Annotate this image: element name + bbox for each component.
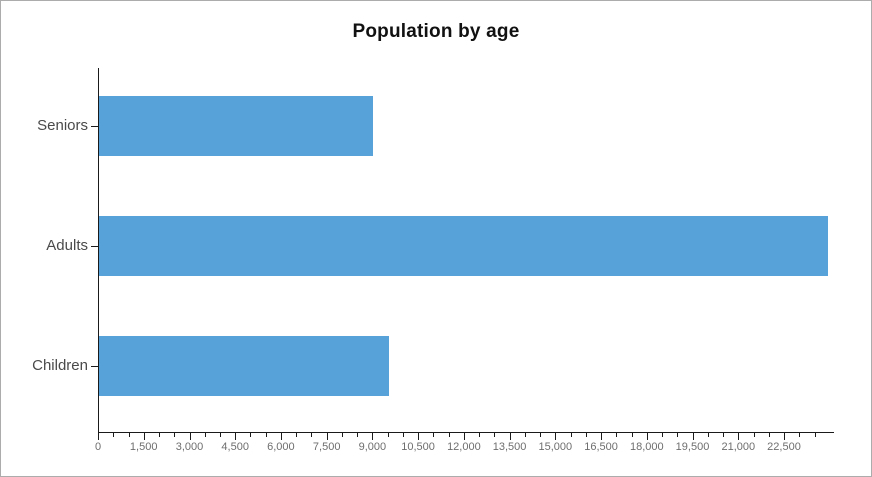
bar-adults[interactable] (99, 216, 828, 276)
x-axis-minor-tick (220, 432, 221, 437)
x-axis-tick-label: 13,500 (492, 441, 527, 453)
x-axis-minor-tick (265, 432, 267, 437)
x-axis-major-tick (601, 432, 603, 440)
x-axis-minor-tick (662, 432, 663, 437)
x-axis-tick-label: 6,000 (267, 441, 295, 453)
x-axis-major-tick (372, 432, 374, 440)
y-axis-tick (91, 366, 98, 367)
x-axis-tick-label: 22,500 (767, 441, 801, 453)
x-axis-major-tick (738, 432, 740, 440)
x-axis-major-tick (784, 432, 785, 440)
x-axis-minor-tick (128, 432, 130, 437)
x-axis-tick-label: 7,500 (312, 441, 341, 453)
x-axis-minor-tick (540, 432, 542, 437)
x-axis-tick-label: 10,500 (401, 441, 435, 453)
x-axis-minor-tick (753, 432, 755, 437)
x-axis-minor-tick (402, 432, 404, 437)
x-axis-minor-tick (768, 432, 770, 437)
x-axis-minor-tick (570, 432, 572, 437)
y-axis-tick (91, 246, 98, 247)
x-axis-minor-tick (616, 432, 618, 437)
x-axis-minor-tick (311, 432, 313, 437)
bar-seniors[interactable] (99, 96, 374, 156)
x-axis-minor-tick (357, 432, 359, 437)
x-axis-minor-tick (433, 432, 435, 437)
x-axis-minor-tick (677, 432, 679, 437)
x-axis-minor-tick (799, 432, 801, 437)
x-axis-minor-tick (707, 432, 709, 437)
x-axis-minor-tick (296, 432, 298, 437)
x-axis-minor-tick (631, 432, 633, 437)
x-axis-major-tick (463, 432, 465, 440)
x-axis-minor-tick (494, 432, 496, 437)
x-axis-tick-label: 16,500 (584, 441, 618, 453)
x-axis-tick-label: 4,500 (221, 441, 249, 453)
x-axis-major-tick (509, 432, 511, 440)
x-axis-minor-tick (448, 432, 450, 437)
y-axis-line (98, 68, 99, 433)
x-axis-major-tick (235, 432, 237, 440)
x-axis-minor-tick (479, 432, 481, 437)
x-axis-tick-label: 15,000 (538, 441, 573, 453)
x-axis-tick-label: 3,000 (175, 441, 204, 453)
x-axis-tick-label: 12,000 (447, 441, 481, 453)
x-axis-line (98, 432, 834, 433)
x-axis-major-tick (555, 432, 557, 440)
y-axis-tick (91, 126, 98, 127)
x-axis-major-tick (326, 432, 328, 440)
x-axis-major-tick (646, 432, 648, 440)
y-axis-label-children: Children (32, 357, 88, 374)
x-axis-major-tick (280, 432, 282, 440)
x-axis-minor-tick (113, 432, 115, 437)
x-axis-minor-tick (723, 432, 724, 437)
x-axis-tick-label: 21,000 (721, 441, 756, 453)
x-axis-major-tick (98, 432, 99, 440)
x-axis-minor-tick (250, 432, 252, 437)
y-axis-label-adults: Adults (46, 237, 88, 254)
y-axis-label-seniors: Seniors (37, 117, 88, 134)
x-axis-major-tick (189, 432, 191, 440)
x-axis-tick-label: 0 (94, 441, 102, 453)
x-axis-major-tick (418, 432, 420, 440)
x-axis-minor-tick (814, 432, 816, 437)
x-axis-minor-tick (524, 432, 526, 437)
x-axis-minor-tick (387, 432, 389, 437)
x-axis-tick-label: 9,000 (358, 441, 387, 453)
x-axis-major-tick (692, 432, 694, 440)
x-axis-minor-tick (585, 432, 587, 437)
chart-title: Population by age (352, 21, 520, 42)
x-axis-minor-tick (159, 432, 160, 437)
x-axis-tick-label: 18,000 (629, 441, 664, 453)
x-axis-tick-label: 19,500 (675, 441, 710, 453)
bar-children[interactable] (99, 336, 389, 396)
x-axis-minor-tick (341, 432, 343, 437)
x-axis-tick-label: 1,500 (129, 441, 158, 453)
x-axis-minor-tick (204, 432, 206, 437)
x-axis-major-tick (143, 432, 145, 440)
x-axis-minor-tick (174, 432, 176, 437)
